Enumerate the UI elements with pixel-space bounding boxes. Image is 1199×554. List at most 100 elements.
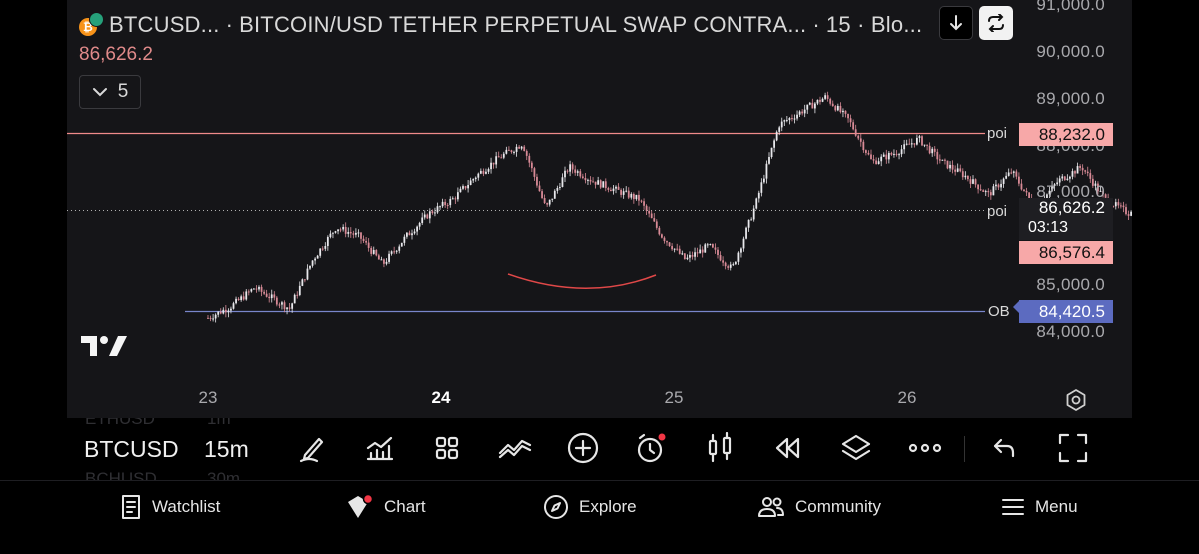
candle-body [406,232,408,237]
candle-body [1002,178,1005,184]
candle-body [230,308,232,311]
candle-body [780,121,783,128]
candle-body [979,189,982,191]
candle-body [426,214,429,219]
candle-body [842,110,844,113]
candle-body [742,238,745,249]
candle-body [1000,183,1002,188]
candle-body [959,168,962,172]
candle-body [1125,207,1127,215]
drawing-tool-button[interactable] [294,430,330,466]
candle-body [946,160,949,169]
alert-button[interactable] [633,430,669,466]
switch-layout-button[interactable] [979,6,1013,40]
nav-watchlist[interactable]: Watchlist [120,493,220,521]
candles-button[interactable] [702,430,738,466]
candle-body [357,232,360,234]
candle-body [291,303,294,309]
replay-icon [775,437,800,459]
ghost-symbol-below: BCHUSD [85,469,157,480]
current-price-tag: 86,576.4 [1019,241,1113,264]
candle-body [638,194,640,201]
indicator-collapse-button[interactable]: 5 [79,75,141,109]
candle-body [209,317,212,319]
nav-explore[interactable]: Explore [543,493,637,521]
candle-body [385,261,388,264]
separator: · [812,12,820,37]
candle-body [1130,211,1132,216]
candle-body [505,149,508,154]
ghost-symbol-above: ETHUSD [85,418,155,428]
candle-body [834,106,837,111]
candle-body [699,249,702,254]
candle-body [474,177,477,180]
symbol-header[interactable]: ₿ BTCUSD... · BITCOIN/USD TETHER PERPETU… [79,10,922,40]
candle-body [648,210,651,214]
candle-body [566,170,569,172]
candle-body [587,179,589,181]
replay-button[interactable] [770,430,806,466]
nav-community[interactable]: Community [757,493,881,521]
layouts-button[interactable] [429,430,465,466]
candle-body [482,170,485,174]
candle-body [418,222,421,227]
candle-body [785,120,788,122]
symbol-picker[interactable]: BTCUSD [84,436,179,462]
candle-body [712,244,714,248]
candle-body [890,152,893,155]
download-button[interactable] [939,6,973,40]
menu-icon [1002,499,1024,515]
candle-body [956,168,959,172]
candle-body [332,232,334,234]
candle-body [349,232,352,234]
candle-body [791,118,793,120]
candle-body [875,160,877,164]
candle-body [380,259,383,261]
candle-body [885,154,888,160]
candle-body [258,286,260,290]
candle-body [576,171,579,173]
candle-body [775,131,778,141]
candle-body [564,170,566,178]
candle-body [311,260,314,266]
nav-chart[interactable]: Chart [346,493,426,521]
candle-body [434,212,436,214]
candle-body [908,143,911,145]
candle-body [472,179,475,181]
symbol-name[interactable]: BTCUSD... [109,12,220,37]
candle-body [683,253,686,260]
candle-body [1074,171,1076,174]
more-button[interactable] [907,430,943,466]
nav-menu[interactable]: Menu [1001,493,1078,521]
candle-body [750,219,753,221]
candle-body [278,304,281,306]
candle-body [556,187,559,191]
candle-body [543,198,546,204]
candlestick-chart[interactable] [67,0,1132,418]
fullscreen-button[interactable] [1055,430,1091,466]
candle-body [821,98,824,102]
date-label: 24 [431,388,451,407]
interval-picker[interactable]: 15m [204,436,249,462]
candle-body [1066,178,1069,181]
candle-body [431,211,434,214]
indicators-button[interactable] [362,430,398,466]
settings-icon[interactable] [1064,388,1088,412]
candle-body [928,145,931,154]
candle-body [421,217,424,223]
candle-body [931,148,934,154]
candle-body [502,153,505,158]
price-tick: 87,000.0 [1036,182,1105,201]
chart-type-button[interactable] [497,430,533,466]
candle-body [490,162,492,170]
candle-body [260,286,263,292]
add-button[interactable] [565,430,601,466]
layers-button[interactable] [838,430,874,466]
undo-button[interactable] [986,430,1022,466]
candle-body [681,253,684,255]
candles-icon [708,432,732,463]
candle-body [872,159,875,161]
candle-body [719,255,722,261]
chart-area[interactable]: ₿ BTCUSD... · BITCOIN/USD TETHER PERPETU… [67,0,1132,418]
candle-body [388,253,390,262]
